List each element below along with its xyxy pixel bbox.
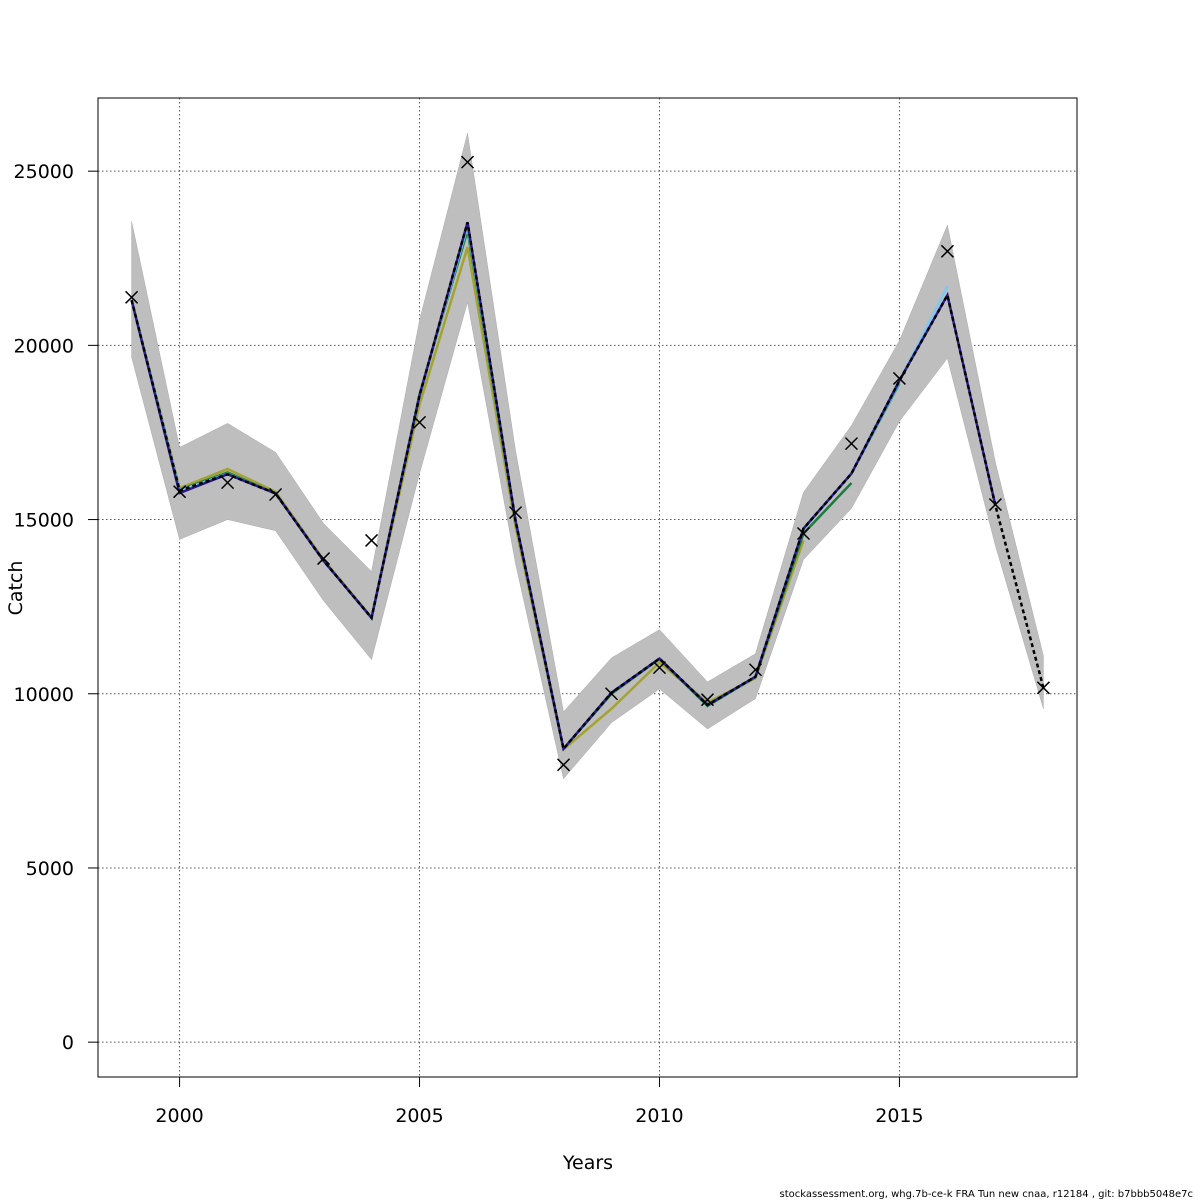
x-tick-label: 2000: [155, 1105, 203, 1127]
observed-point: [604, 687, 619, 701]
observed-point: [508, 506, 523, 520]
confidence-band-area: [131, 133, 1044, 780]
observed-point: [844, 437, 858, 451]
x-tick-label: 2010: [635, 1105, 683, 1127]
observed-points: [125, 155, 1050, 772]
y-tick-label: 15000: [14, 510, 74, 532]
observed-point: [748, 663, 762, 677]
observed-point: [556, 758, 571, 772]
y-tick-label: 20000: [14, 335, 74, 357]
observed-point: [317, 552, 331, 566]
observed-point: [460, 155, 475, 169]
footer-text: stockassessment.org, whg.7b-ce-k FRA Tun…: [780, 1189, 1194, 1200]
plot-frame: [97, 97, 1078, 1078]
axes: 2000 2005 2010 2015 0 5000 10000 15000 20000 2500…: [14, 161, 924, 1127]
x-tick-label: 2005: [395, 1105, 443, 1127]
y-tick-label: 5000: [26, 858, 74, 880]
y-tick-label: 0: [62, 1032, 74, 1054]
observed-point: [652, 661, 667, 675]
y-axis-label: Catch: [5, 561, 27, 616]
observed-point: [125, 290, 139, 304]
observed-point: [988, 498, 1002, 512]
confidence-band: [131, 133, 1044, 780]
observed-point: [1036, 681, 1050, 695]
observed-point: [700, 693, 715, 707]
x-axis-label: Years: [562, 1152, 613, 1174]
x-tick-label: 2015: [875, 1105, 923, 1127]
series-lines: [130, 222, 1045, 752]
observed-point: [221, 476, 235, 490]
observed-point: [940, 244, 954, 258]
y-tick-label: 25000: [14, 161, 74, 183]
observed-point: [365, 533, 379, 547]
observed-point: [269, 487, 283, 502]
grid: [98, 98, 1077, 1077]
observed-point: [796, 526, 810, 541]
y-tick-label: 10000: [14, 684, 74, 706]
observed-point: [892, 371, 906, 385]
observed-point: [173, 485, 187, 499]
observed-point: [413, 415, 427, 429]
series-line-final: [130, 222, 1045, 752]
